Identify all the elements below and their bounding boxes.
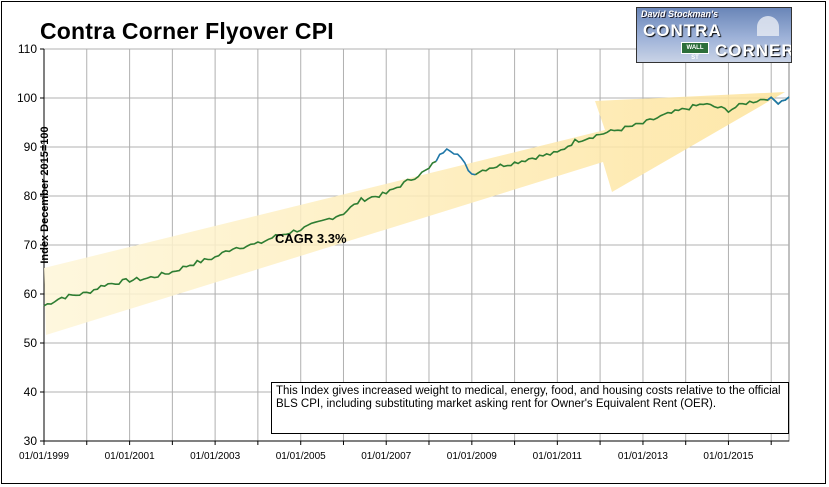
cpi-series-line <box>474 96 790 176</box>
y-tick-label: 30 <box>24 434 38 448</box>
x-tick-label: 01/01/1999 <box>19 451 69 462</box>
logo-word-corner: CORNER <box>715 41 792 60</box>
cpi-series-line-2008-spike <box>435 147 476 176</box>
capitol-dome-icon <box>757 16 779 36</box>
trend-arrow <box>44 92 785 335</box>
x-tick-label: 01/01/2001 <box>105 451 155 462</box>
x-tick-label: 01/01/2009 <box>447 451 497 462</box>
y-tick-label: 50 <box>24 336 38 350</box>
annotation-note-box: This Index gives increased weight to med… <box>271 382 789 434</box>
cpi-series-line <box>43 160 437 307</box>
y-tick-label: 60 <box>24 287 38 301</box>
y-tick-label: 70 <box>24 238 38 252</box>
wall-street-sign-icon: WALL ST <box>681 42 709 61</box>
x-tick-label: 01/01/2011 <box>533 451 583 462</box>
y-tick-label: 90 <box>24 140 38 154</box>
x-tick-label: 01/01/2005 <box>276 451 326 462</box>
cagr-annotation: CAGR 3.3% <box>275 231 347 246</box>
contra-corner-logo: David Stockman's CONTRA WALL ST CORNER <box>636 7 792 63</box>
y-tick-label: 110 <box>18 42 37 56</box>
logo-top-text: David Stockman's <box>641 9 719 19</box>
y-tick-label: 40 <box>24 385 38 399</box>
x-tick-label: 01/01/2013 <box>618 451 668 462</box>
y-tick-label: 100 <box>17 91 37 105</box>
x-tick-label: 01/01/2015 <box>703 451 753 462</box>
x-tick-label: 01/01/2003 <box>190 451 240 462</box>
y-tick-label: 80 <box>24 189 38 203</box>
plot-area: 30 40 50 60 70 80 90 100 110 01/01/1999 01/01/2001… <box>17 42 790 462</box>
y-axis-label: Index December 2015=100 <box>39 126 51 264</box>
logo-word-contra: CONTRA <box>643 21 722 40</box>
chart-title: Contra Corner Flyover CPI <box>40 18 334 44</box>
cpi-series-line-recent <box>767 96 790 106</box>
x-tick-label: 01/01/2007 <box>361 451 411 462</box>
